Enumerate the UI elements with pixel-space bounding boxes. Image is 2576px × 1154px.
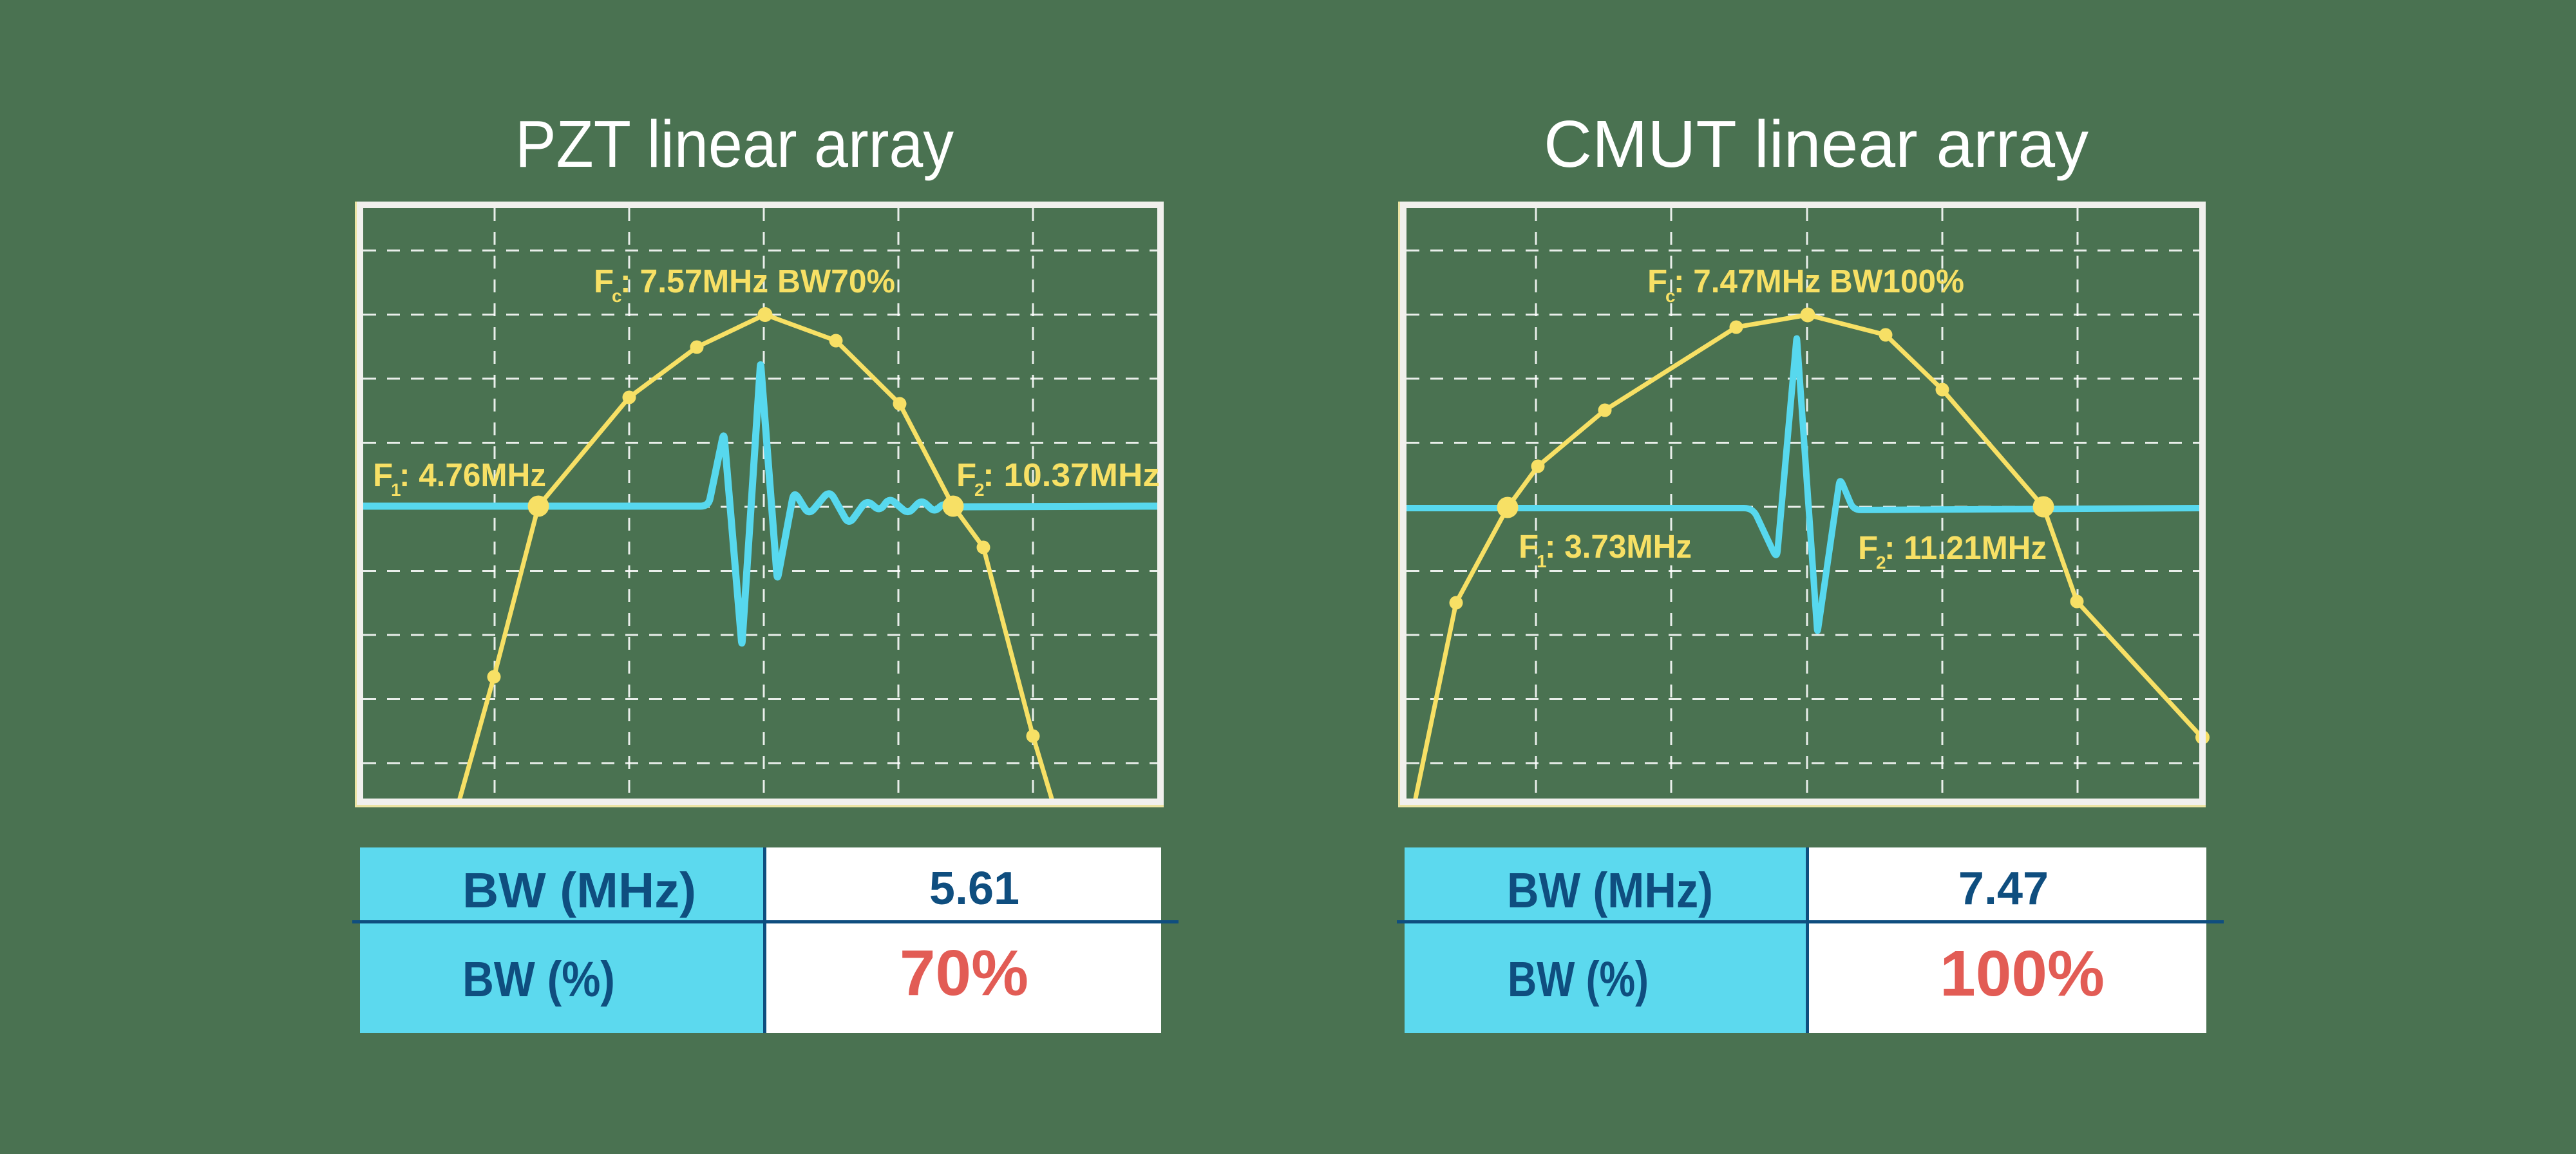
svg-text:F: F [956,457,976,493]
svg-text:: 3.73MHz: : 3.73MHz [1545,528,1692,565]
svg-text:F: F [1647,263,1667,299]
svg-text:5.61: 5.61 [929,863,1019,914]
svg-text:BW (MHz): BW (MHz) [1507,863,1713,918]
svg-text:BW (%): BW (%) [462,952,615,1007]
svg-text:c: c [612,286,622,306]
svg-text:2: 2 [974,480,985,500]
svg-text:BW (MHz): BW (MHz) [462,863,696,918]
svg-text:PZT linear array: PZT linear array [515,107,954,181]
svg-text:70%: 70% [900,937,1028,1009]
svg-text:1: 1 [1537,551,1547,571]
svg-text:1: 1 [391,480,401,500]
svg-text:CMUT linear array: CMUT linear array [1544,107,2088,181]
svg-text:c: c [1665,286,1676,306]
svg-text:100%: 100% [1940,938,2105,1010]
svg-text:F: F [594,263,614,299]
svg-text:F: F [1858,529,1878,566]
svg-text:F: F [373,457,393,493]
svg-text:: 10.37MHz: : 10.37MHz [983,457,1160,493]
svg-text:F: F [1519,528,1539,565]
svg-text:: 11.21MHz: : 11.21MHz [1884,529,2047,566]
svg-text:: 7.57MHz BW70%: : 7.57MHz BW70% [620,263,895,299]
svg-text:2: 2 [1876,553,1886,572]
svg-text:BW (%): BW (%) [1508,952,1649,1007]
svg-text:: 7.47MHz BW100%: : 7.47MHz BW100% [1674,263,1964,299]
svg-text:7.47: 7.47 [1958,863,2049,914]
svg-text:: 4.76MHz: : 4.76MHz [399,457,546,493]
